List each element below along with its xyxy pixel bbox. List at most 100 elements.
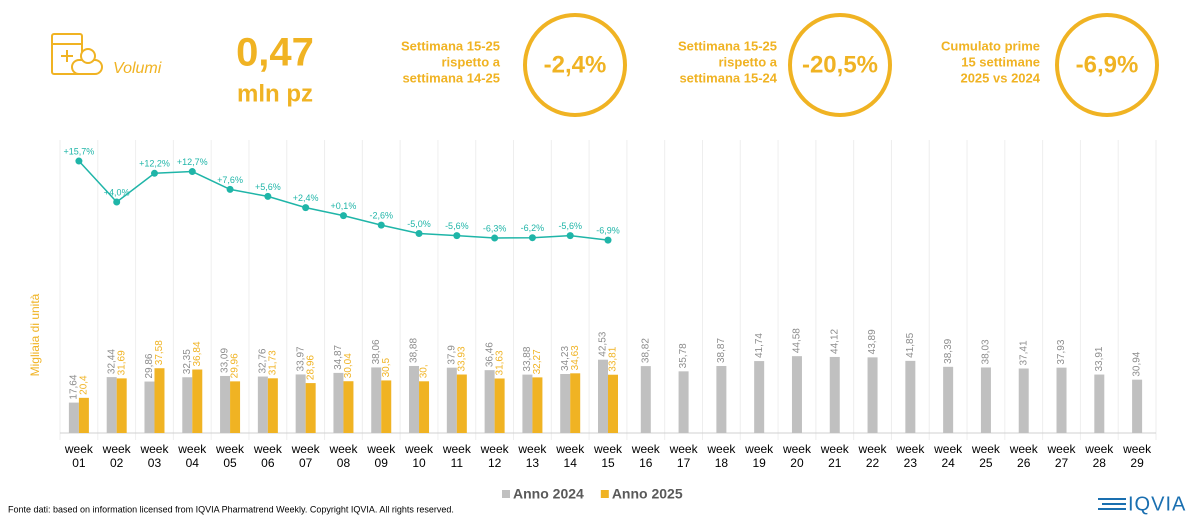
kpi-value: -6,9% — [1076, 51, 1139, 78]
kpi-label: Settimana 15-25 — [401, 38, 500, 53]
bar — [182, 377, 193, 433]
bar-label: 17,64 — [69, 374, 80, 399]
bar-label: 33,09 — [220, 348, 231, 373]
line-label: -5,0% — [407, 219, 431, 229]
bar — [867, 357, 878, 433]
x-tick-label: week 18 — [706, 442, 736, 470]
legend-label: Anno 2025 — [612, 486, 683, 502]
bar — [106, 377, 117, 433]
logo-text: IQVIA — [1128, 493, 1186, 515]
bar — [144, 381, 155, 433]
bar-label: 37,9 — [446, 345, 457, 365]
bar-label: 31,69 — [116, 350, 127, 375]
line-label: -6,9% — [596, 226, 620, 236]
logo — [1098, 498, 1126, 510]
kpi-value: -20,5% — [802, 51, 878, 78]
legend-label: Anno 2024 — [513, 486, 584, 502]
x-tick-label: week 28 — [1084, 442, 1114, 470]
bar-label: 35,78 — [678, 343, 689, 368]
bar-label: 37,41 — [1018, 340, 1029, 365]
x-tick-label: week 16 — [631, 442, 661, 470]
bar — [68, 402, 79, 433]
bar-label: 32,27 — [532, 349, 543, 374]
bar — [943, 366, 954, 433]
bar-label: 31,63 — [494, 350, 505, 375]
bar-label: 41,85 — [905, 332, 916, 357]
bar — [381, 380, 392, 433]
x-tick-label: week 29 — [1122, 442, 1152, 470]
bar — [484, 370, 495, 433]
bar — [560, 374, 571, 433]
line-label: +12,7% — [177, 157, 208, 167]
bar-label: 33,93 — [456, 346, 467, 371]
line-point — [302, 204, 310, 212]
bar — [829, 356, 840, 433]
bar — [791, 356, 802, 433]
line-point — [75, 157, 83, 165]
bar-label: 36,46 — [484, 342, 495, 367]
bar-label: 36,84 — [192, 341, 203, 366]
line-point — [188, 168, 196, 176]
bar — [257, 376, 268, 433]
kpi-value: -2,4% — [544, 51, 607, 78]
bar-label: 28,96 — [305, 355, 316, 380]
bar-label: 38,82 — [640, 338, 651, 363]
bar — [267, 378, 278, 433]
bar-label: 37,58 — [154, 340, 165, 365]
bar-label: 37,93 — [1056, 339, 1067, 364]
icon — [51, 33, 103, 75]
kpi-circle — [1055, 13, 1159, 117]
bar — [570, 373, 581, 433]
bar-label: 41,74 — [754, 333, 765, 358]
bar-label: 33,81 — [608, 346, 619, 371]
kpi-label: settimana 15-24 — [679, 70, 777, 85]
x-tick-label: week 05 — [215, 442, 245, 470]
bar-label: 34,87 — [333, 344, 344, 369]
kpi-label: 15 settimane — [961, 54, 1040, 69]
bar-label: 30,5 — [381, 358, 392, 378]
bar-label: 38,03 — [981, 339, 992, 364]
bar-label: 38,87 — [716, 338, 727, 363]
kpi-circle — [523, 13, 627, 117]
kpi-label: 2025 vs 2024 — [960, 70, 1040, 85]
kpi-circle — [788, 13, 892, 117]
x-tick-label: week 24 — [933, 442, 963, 470]
x-tick-label: week 26 — [1009, 442, 1039, 470]
x-tick-label: week 14 — [555, 442, 585, 470]
x-tick-label: week 02 — [102, 442, 132, 470]
line-point — [226, 185, 234, 193]
bar-label: 34,23 — [560, 346, 571, 371]
bar-label: 30,94 — [1132, 351, 1143, 376]
bar-label: 32,44 — [106, 349, 117, 374]
line-label: +7,6% — [217, 175, 243, 185]
bar — [640, 366, 651, 433]
x-tick-label: week 22 — [858, 442, 888, 470]
bar-label: 31,73 — [268, 350, 279, 375]
line-label: -2,6% — [369, 210, 393, 220]
x-tick-label: week 06 — [253, 442, 283, 470]
bar — [716, 366, 727, 433]
bar-label: 29,86 — [144, 353, 155, 378]
line-label: +0,1% — [331, 201, 357, 211]
bar-label: 43,89 — [867, 329, 878, 354]
bar-label: 33,88 — [522, 346, 533, 371]
legend-swatch — [502, 490, 510, 498]
bar-label: 32,76 — [258, 348, 269, 373]
x-tick-label: week 09 — [366, 442, 396, 470]
line-label: +4,0% — [104, 187, 130, 197]
header-title: Volumi — [113, 60, 162, 77]
bar — [333, 372, 344, 433]
bar-label: 42,53 — [598, 331, 609, 356]
bar — [154, 368, 165, 433]
bar — [1132, 379, 1143, 433]
bar-label: 44,58 — [792, 328, 803, 353]
line-point — [264, 192, 272, 200]
bar-label: 29,96 — [230, 353, 241, 378]
bar — [522, 374, 533, 433]
line-label: +15,7% — [64, 146, 95, 156]
line-point — [113, 198, 121, 206]
bar — [1018, 368, 1029, 433]
bar — [371, 367, 382, 433]
line-point — [453, 232, 461, 240]
